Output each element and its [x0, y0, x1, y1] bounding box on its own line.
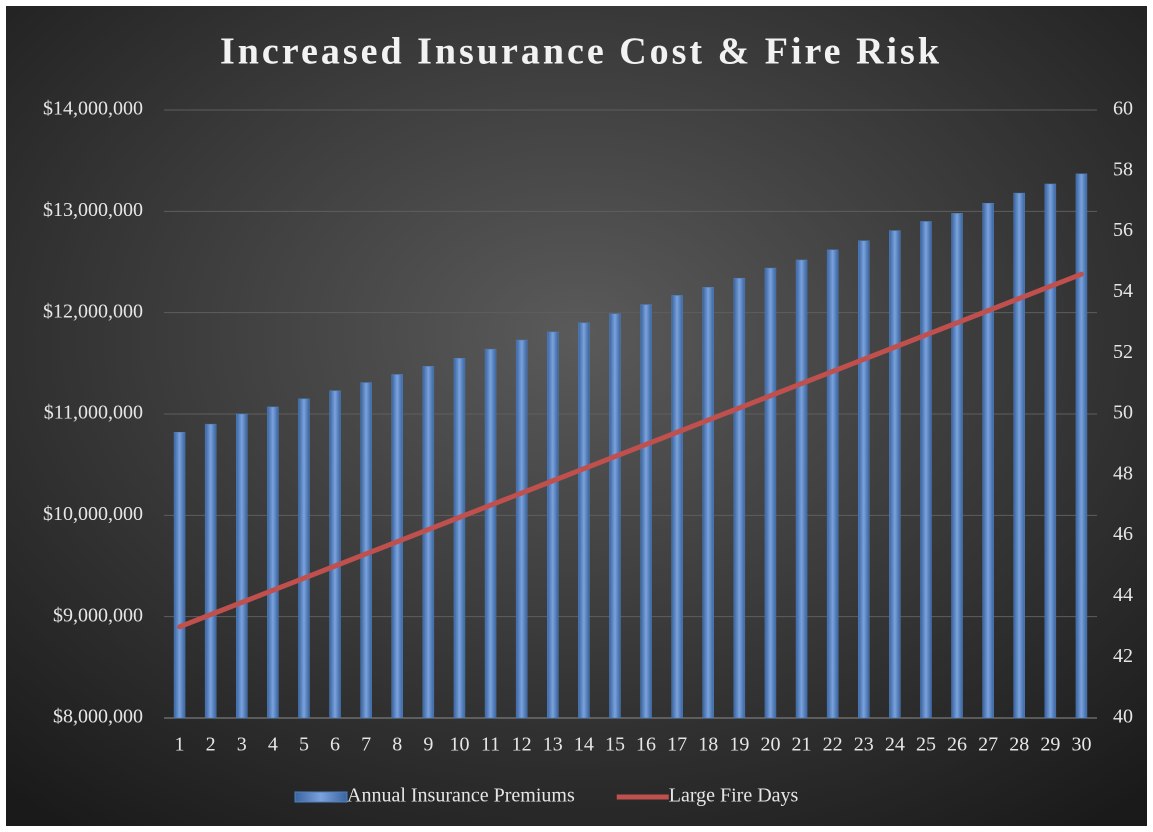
bar — [173, 431, 186, 719]
bar — [671, 295, 683, 719]
x-tick-label: 11 — [481, 734, 500, 756]
x-tick-label: 19 — [729, 734, 749, 756]
y2-tick-label: 60 — [1113, 98, 1133, 120]
bar — [795, 259, 808, 719]
x-tick-label: 27 — [978, 734, 998, 756]
bar — [236, 413, 248, 719]
bar — [1013, 192, 1025, 719]
x-tick-label: 25 — [916, 734, 936, 756]
x-tick-label: 24 — [885, 734, 905, 756]
bar — [702, 287, 714, 719]
x-tick-label: 18 — [698, 734, 718, 756]
bar — [1044, 183, 1057, 719]
bar — [547, 331, 559, 719]
x-tick-label: 8 — [392, 734, 402, 756]
bar — [920, 221, 932, 719]
y2-tick-label: 44 — [1113, 584, 1133, 606]
x-tick-label: 1 — [175, 734, 185, 756]
x-tick-label: 29 — [1040, 734, 1060, 756]
y-tick-label: $9,000,000 — [53, 604, 143, 626]
x-tick-label: 14 — [574, 734, 594, 756]
y2-tick-label: 40 — [1113, 706, 1133, 728]
legend-label: Large Fire Days — [669, 785, 799, 807]
bar — [826, 249, 839, 719]
line — [177, 271, 1084, 630]
y2-tick-label: 52 — [1113, 341, 1133, 363]
x-tick-label: 26 — [947, 734, 967, 756]
x-tick-label: 30 — [1071, 734, 1091, 756]
bar — [329, 390, 341, 719]
x-tick-label: 6 — [330, 734, 340, 756]
x-tick-label: 22 — [823, 734, 843, 756]
x-tick-label: 17 — [667, 734, 687, 756]
bar — [267, 406, 279, 719]
bar — [453, 358, 466, 719]
y-tick-label: $10,000,000 — [43, 503, 143, 525]
x-tick-label: 2 — [206, 734, 216, 756]
x-tick-label: 16 — [636, 734, 656, 756]
y-tick-label: $11,000,000 — [44, 402, 143, 424]
y2-tick-label: 54 — [1113, 280, 1133, 302]
legend-label: Annual Insurance Premiums — [347, 785, 575, 807]
bar — [515, 339, 528, 719]
x-tick-label: 15 — [605, 734, 625, 756]
bar — [889, 230, 901, 719]
y2-tick-label: 46 — [1113, 523, 1133, 545]
bar — [391, 374, 403, 719]
bar — [1075, 173, 1088, 719]
bar — [951, 213, 963, 719]
x-tick-label: 9 — [423, 734, 433, 756]
x-tick-label: 3 — [237, 734, 247, 756]
y2-tick-label: 48 — [1113, 462, 1133, 484]
y2-tick-label: 50 — [1113, 402, 1133, 424]
x-tick-label: 4 — [268, 734, 278, 756]
x-tick-label: 21 — [792, 734, 812, 756]
x-tick-label: 23 — [854, 734, 874, 756]
bar — [422, 366, 435, 719]
bar — [764, 267, 777, 719]
bar — [298, 398, 310, 719]
bar — [733, 277, 746, 719]
x-tick-label: 28 — [1009, 734, 1029, 756]
x-tick-label: 7 — [361, 734, 371, 756]
bar — [982, 202, 994, 719]
legend-swatch — [294, 791, 348, 803]
y-tick-label: $13,000,000 — [43, 199, 143, 221]
bar — [640, 304, 652, 719]
y-tick-label: $14,000,000 — [43, 98, 143, 120]
bar — [858, 240, 870, 719]
chart-title: Increased Insurance Cost & Fire Risk — [220, 31, 942, 73]
bar — [484, 348, 497, 719]
y2-tick-label: 56 — [1113, 219, 1133, 241]
y2-tick-label: 42 — [1113, 645, 1133, 667]
bar — [609, 313, 621, 719]
x-tick-label: 13 — [543, 734, 563, 756]
x-tick-label: 20 — [760, 734, 780, 756]
bar — [578, 322, 590, 719]
y-tick-label: $12,000,000 — [43, 300, 143, 322]
x-tick-label: 5 — [299, 734, 309, 756]
bar — [204, 423, 217, 719]
y2-tick-label: 58 — [1113, 158, 1133, 180]
y-tick-label: $8,000,000 — [53, 706, 143, 728]
x-tick-label: 10 — [449, 734, 469, 756]
x-tick-label: 12 — [512, 734, 532, 756]
